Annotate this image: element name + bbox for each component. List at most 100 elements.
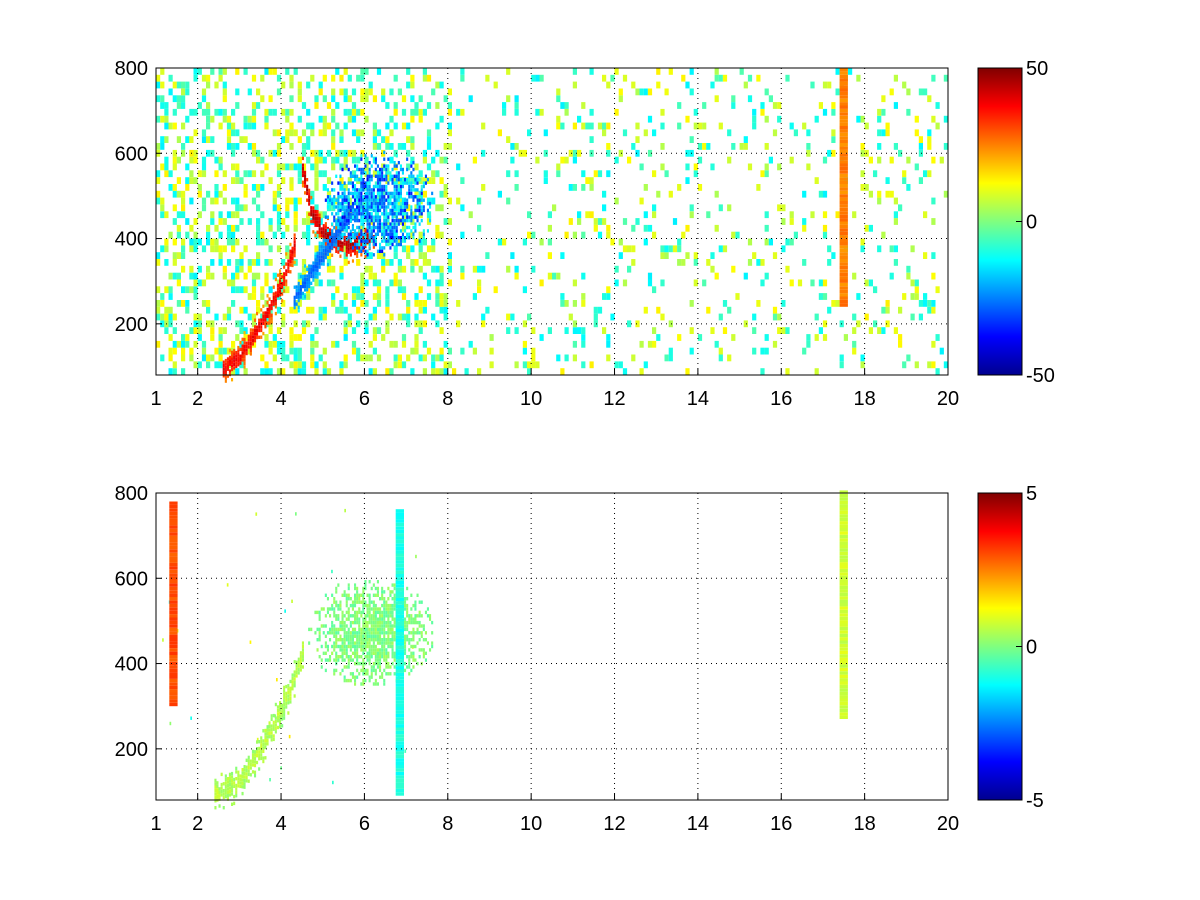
heatmap-cell — [318, 227, 321, 231]
heatmap-cell — [360, 648, 363, 652]
heatmap-cell — [214, 788, 217, 793]
heatmap-cell — [304, 288, 307, 292]
heatmap-cell — [635, 149, 640, 157]
heatmap-cell — [272, 334, 277, 341]
heatmap-cell — [293, 677, 296, 681]
heatmap-cell — [314, 254, 317, 259]
heatmap-cell — [206, 306, 211, 314]
heatmap-cell — [422, 181, 425, 185]
heatmap-cell — [169, 515, 178, 519]
heatmap-cell — [383, 641, 386, 645]
heatmap-cell — [247, 338, 250, 342]
heatmap-cell — [839, 650, 848, 655]
heatmap-cell — [406, 212, 409, 216]
heatmap-cell — [789, 211, 794, 219]
heatmap-cell — [343, 590, 346, 594]
heatmap-cell — [343, 235, 346, 239]
heatmap-cell — [256, 156, 261, 164]
heatmap-cell — [168, 354, 173, 362]
heatmap-cell — [337, 655, 340, 659]
heatmap-cell — [802, 224, 807, 232]
heatmap-cell — [335, 634, 338, 638]
heatmap-cell — [391, 201, 394, 206]
heatmap-cell — [331, 212, 334, 216]
heatmap-cell — [395, 212, 398, 216]
heatmap-cell — [272, 737, 275, 742]
heatmap-cell — [276, 708, 279, 713]
heatmap-cell — [335, 306, 340, 314]
heatmap-cell — [443, 95, 448, 103]
heatmap-cell — [447, 259, 452, 266]
heatmap-cell — [418, 231, 423, 239]
heatmap-cell — [422, 198, 425, 202]
heatmap-cell — [258, 746, 261, 751]
heatmap-cell — [839, 115, 848, 120]
heatmap-cell — [497, 129, 502, 137]
heatmap-cell — [860, 354, 865, 362]
heatmap-cell — [299, 661, 302, 665]
heatmap-cell — [356, 655, 359, 659]
heatmap-cell — [160, 245, 165, 253]
heatmap-cell — [387, 167, 390, 172]
heatmap-cell — [412, 174, 415, 178]
heatmap-cell — [197, 190, 202, 198]
heatmap-cell — [383, 239, 386, 243]
heatmap-cell — [337, 617, 340, 621]
heatmap-cell — [218, 804, 221, 808]
heatmap-cell — [354, 229, 357, 233]
heatmap-cell — [366, 218, 369, 223]
heatmap-cell — [743, 320, 748, 328]
heatmap-cell — [577, 149, 582, 157]
heatmap-cell — [764, 272, 769, 280]
heatmap-cell — [197, 361, 202, 369]
heatmap-cell — [383, 638, 386, 642]
heatmap-cell — [322, 361, 327, 369]
heatmap-cell — [297, 298, 300, 303]
heatmap-cell — [414, 617, 417, 621]
heatmap-cell — [395, 683, 404, 687]
heatmap-cell — [362, 610, 365, 615]
heatmap-cell — [264, 368, 269, 375]
heatmap-cell — [764, 211, 769, 219]
heatmap-cell — [347, 95, 352, 103]
heatmap-cell — [343, 205, 346, 209]
heatmap-cell — [243, 337, 246, 342]
heatmap-cell — [395, 181, 398, 185]
heatmap-cell — [522, 347, 527, 355]
heatmap-cell — [420, 205, 423, 209]
heatmap-cell — [326, 279, 332, 287]
heatmap-cell — [264, 272, 269, 280]
heatmap-cell — [337, 229, 340, 233]
heatmap-cell — [364, 249, 367, 253]
heatmap-cell — [279, 707, 282, 712]
heatmap-cell — [527, 211, 532, 219]
heatmap-cell — [839, 221, 848, 225]
heatmap-cell — [839, 146, 848, 150]
heatmap-cell — [395, 570, 404, 574]
heatmap-cell — [418, 205, 421, 209]
heatmap-cell — [366, 620, 369, 625]
heatmap-cell — [935, 368, 940, 375]
heatmap-cell — [387, 191, 390, 196]
heatmap-cell — [772, 129, 778, 137]
heatmap-cell — [335, 219, 338, 223]
heatmap-cell — [169, 545, 178, 550]
heatmap-cell — [320, 665, 323, 669]
heatmap-cell — [156, 170, 161, 178]
heatmap-cell — [368, 651, 371, 655]
heatmap-cell — [324, 235, 327, 240]
heatmap-cell — [360, 154, 363, 158]
heatmap-cell — [401, 184, 404, 189]
heatmap-cell — [172, 238, 177, 246]
heatmap-cell — [241, 771, 244, 775]
heatmap-cell — [568, 218, 573, 225]
heatmap-cell — [593, 313, 598, 321]
heatmap-cell — [306, 81, 311, 89]
heatmap-cell — [172, 313, 177, 321]
heatmap-cell — [368, 167, 371, 172]
heatmap-cell — [220, 786, 223, 790]
heatmap-cell — [281, 313, 286, 321]
heatmap-cell — [343, 181, 346, 185]
heatmap-cell — [399, 218, 402, 223]
heatmap-cell — [222, 108, 227, 116]
